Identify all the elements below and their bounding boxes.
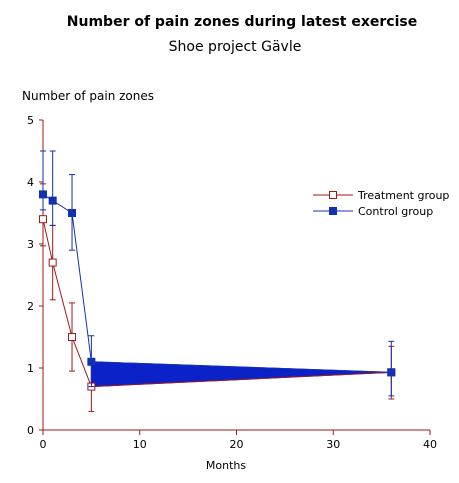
chart-title: Number of pain zones during latest exerc…	[67, 14, 417, 30]
data-point	[68, 333, 77, 341]
x-tick-label: 0	[40, 438, 47, 451]
series-layer	[39, 150, 396, 412]
legend-item-0: Treatment group	[313, 189, 449, 202]
series-1	[39, 150, 396, 397]
series-line	[42, 193, 392, 373]
legend: Treatment group Control group	[313, 189, 449, 218]
y-tick-label: 1	[27, 362, 34, 375]
y-tick-label: 3	[27, 238, 34, 251]
x-tick-label: 10	[133, 438, 147, 451]
y-tick-label: 4	[27, 176, 34, 189]
x-tick-label: 40	[423, 438, 437, 451]
legend-label: Treatment group	[357, 189, 449, 202]
y-tick-label: 2	[27, 300, 34, 313]
axes-layer: 0 1 2 3 4 5 0 10 20 30 40	[27, 114, 437, 451]
chart-subtitle: Shoe project Gävle	[169, 39, 302, 55]
y-tick-label: 0	[27, 424, 34, 437]
x-tick-label: 20	[230, 438, 244, 451]
data-point	[387, 368, 396, 377]
data-point	[48, 258, 57, 267]
legend-label: Control group	[358, 205, 433, 218]
y-axis-label: Number of pain zones	[22, 89, 154, 103]
data-point	[87, 357, 96, 366]
data-point	[48, 196, 57, 205]
legend-marker	[329, 191, 337, 199]
x-tick-label: 30	[326, 438, 340, 451]
data-point	[68, 209, 77, 217]
legend-marker	[329, 207, 337, 215]
legend-item-1: Control group	[313, 205, 433, 218]
y-tick-label: 5	[27, 114, 34, 127]
data-point	[39, 190, 47, 199]
x-axis-label: Months	[206, 459, 246, 472]
data-point	[39, 215, 47, 224]
